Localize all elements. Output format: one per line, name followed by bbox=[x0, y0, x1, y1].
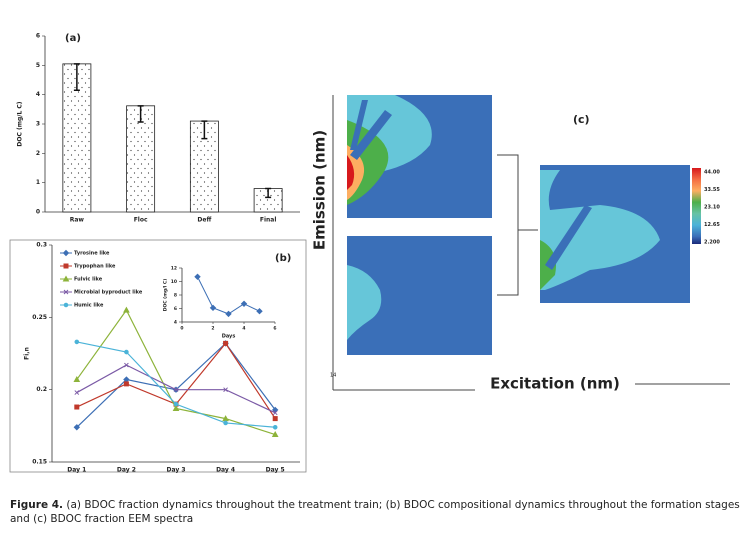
colorbar-label: 44.00 bbox=[704, 170, 720, 176]
y-tick-label: 0.2 bbox=[36, 386, 47, 393]
y-tick-label: 0 bbox=[36, 209, 40, 216]
marker bbox=[172, 404, 180, 411]
marker bbox=[63, 263, 69, 269]
marker bbox=[272, 410, 278, 416]
x-tick-label: Day 4 bbox=[216, 467, 235, 474]
y-axis-label: DOC (mg/l C) bbox=[163, 279, 169, 312]
x-tick-label: 0 bbox=[180, 326, 183, 332]
x-tick-label: Day 1 bbox=[67, 467, 86, 474]
y-tick-label: 0.3 bbox=[36, 242, 47, 249]
marker bbox=[272, 416, 278, 422]
marker bbox=[194, 273, 201, 280]
colorbar-label: 23.10 bbox=[704, 205, 720, 211]
chart-title: (b) bbox=[275, 253, 291, 264]
marker bbox=[271, 430, 279, 438]
colorbar-label: 2.200 bbox=[704, 240, 720, 246]
y-tick-label: 0.25 bbox=[32, 314, 47, 321]
marker bbox=[124, 349, 129, 355]
marker bbox=[240, 300, 248, 307]
marker bbox=[223, 340, 229, 346]
caption: Figure 4. (a) BDOC fraction dynamics thr… bbox=[10, 498, 745, 526]
y-tick-label: 4 bbox=[36, 91, 40, 98]
emission-label: Emission (nm) bbox=[311, 130, 329, 250]
marker bbox=[74, 390, 80, 395]
y-tick-label: 6 bbox=[36, 33, 40, 40]
corner-number: 14 bbox=[330, 373, 336, 379]
marker bbox=[123, 381, 129, 387]
error-bar bbox=[73, 63, 80, 92]
y-tick-label: 6 bbox=[174, 306, 177, 312]
marker bbox=[272, 424, 278, 430]
error-bar bbox=[137, 105, 144, 123]
y-tick-label: 0.15 bbox=[32, 459, 47, 466]
legend-label: Fulvic like bbox=[74, 277, 103, 283]
marker bbox=[222, 415, 229, 422]
legend-label: Tyrosine like bbox=[74, 251, 110, 257]
x-axis-label: Days bbox=[222, 334, 236, 340]
marker bbox=[73, 424, 81, 431]
marker bbox=[223, 420, 228, 426]
legend-label: Trypophan like bbox=[74, 264, 116, 270]
y-tick-label: 10 bbox=[171, 279, 177, 285]
error-bar bbox=[265, 187, 272, 199]
x-tick-label: Raw bbox=[70, 217, 85, 224]
caption-text: (a) BDOC fraction dynamics throughout th… bbox=[10, 499, 740, 525]
y-tick-label: 12 bbox=[171, 266, 177, 272]
marker bbox=[256, 307, 263, 315]
x-tick-label: Floc bbox=[134, 217, 148, 224]
marker bbox=[74, 339, 80, 345]
x-tick-label: Final bbox=[260, 217, 277, 224]
marker bbox=[62, 249, 70, 257]
panel-c-label: (c) bbox=[573, 113, 590, 126]
x-tick-label: Day 3 bbox=[166, 467, 185, 474]
colorbar-label: 33.55 bbox=[704, 187, 720, 193]
y-tick-label: 2 bbox=[36, 150, 40, 157]
marker bbox=[124, 362, 129, 368]
marker bbox=[73, 376, 81, 383]
x-tick-label: Deff bbox=[197, 217, 211, 224]
panel-b-frame bbox=[9, 239, 307, 473]
caption-label: Figure 4. bbox=[10, 499, 64, 511]
colorbar-label: 12.65 bbox=[704, 222, 720, 228]
excitation-label: Excitation (nm) bbox=[490, 375, 620, 393]
eem-panels bbox=[332, 95, 730, 391]
inset-bg bbox=[178, 258, 280, 340]
x-tick-label: Day 2 bbox=[117, 467, 136, 474]
marker bbox=[63, 302, 69, 308]
x-tick-label: Day 5 bbox=[266, 467, 285, 474]
x-tick-label: 2 bbox=[211, 326, 214, 332]
x-tick-label: 6 bbox=[273, 326, 276, 332]
y-axis-label: Fi,n bbox=[24, 347, 31, 360]
y-tick-label: 3 bbox=[36, 121, 40, 128]
marker bbox=[63, 289, 69, 295]
series-line bbox=[76, 341, 276, 428]
y-tick-label: 8 bbox=[174, 293, 177, 299]
legend-label: Microbial byproduct like bbox=[74, 290, 143, 296]
y-tick-label: 4 bbox=[174, 320, 177, 326]
marker bbox=[209, 304, 217, 312]
marker bbox=[173, 401, 179, 407]
y-tick-label: 5 bbox=[36, 62, 40, 69]
marker bbox=[123, 306, 130, 313]
marker bbox=[225, 310, 232, 318]
marker bbox=[62, 275, 70, 282]
y-tick-label: 1 bbox=[36, 179, 40, 186]
marker bbox=[223, 387, 228, 393]
marker bbox=[173, 387, 179, 393]
marker bbox=[74, 404, 80, 410]
series-line bbox=[76, 342, 276, 428]
error-bar bbox=[201, 120, 208, 140]
chart-title: (a) bbox=[65, 33, 81, 44]
legend-label: Humic like bbox=[74, 303, 104, 309]
x-tick-label: 4 bbox=[242, 326, 245, 332]
y-axis-label: DOC (mg/L C) bbox=[17, 101, 24, 146]
